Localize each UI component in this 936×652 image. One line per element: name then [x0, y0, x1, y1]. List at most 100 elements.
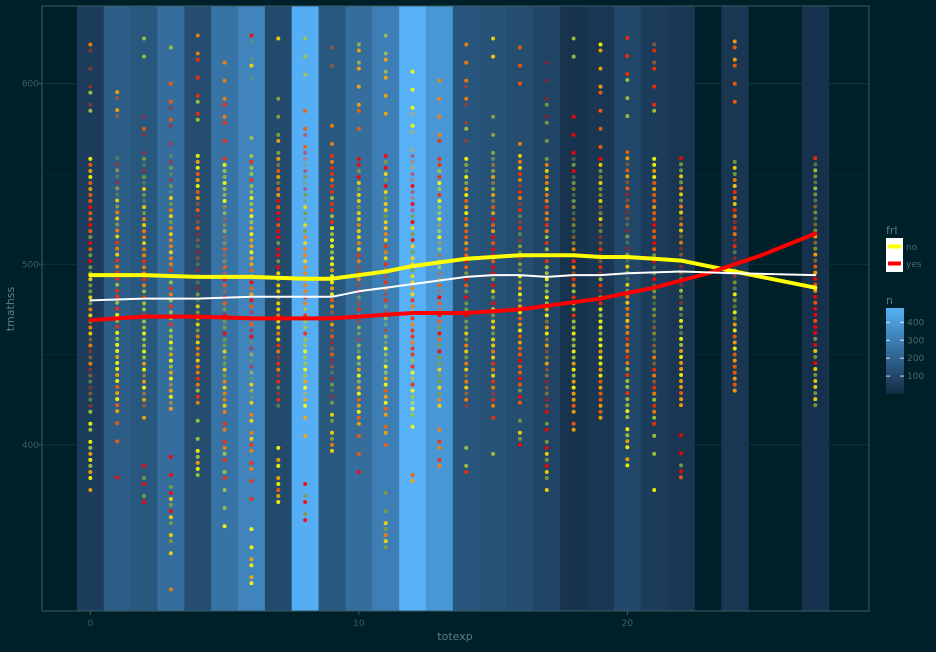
- scatter-point: [464, 265, 469, 270]
- scatter-point: [679, 192, 684, 197]
- scatter-point: [329, 436, 334, 441]
- scatter-point: [652, 48, 657, 53]
- scatter-point: [625, 330, 630, 335]
- scatter-point: [142, 337, 147, 342]
- scatter-point: [195, 196, 200, 201]
- scatter-point: [491, 451, 496, 456]
- scatter-point: [679, 397, 684, 402]
- scatter-point: [356, 174, 361, 179]
- scatter-point: [625, 174, 630, 179]
- scatter-point: [115, 397, 120, 402]
- scatter-point: [813, 391, 818, 396]
- scatter-point: [142, 325, 147, 330]
- scatter-point: [195, 340, 200, 345]
- scatter-point: [383, 424, 388, 429]
- scatter-point: [410, 358, 415, 363]
- scatter-point: [222, 289, 227, 294]
- scatter-point: [679, 385, 684, 390]
- y-axis-title: tmathss: [4, 286, 17, 331]
- scatter-point: [464, 78, 469, 83]
- scatter-point: [571, 150, 576, 155]
- scatter-point: [464, 168, 469, 173]
- scatter-point: [356, 403, 361, 408]
- scatter-point: [115, 409, 120, 414]
- scatter-point: [356, 84, 361, 89]
- scatter-point: [356, 355, 361, 360]
- scatter-point: [383, 159, 388, 164]
- scatter-point: [464, 156, 469, 161]
- scatter-point: [356, 108, 361, 113]
- scatter-point: [249, 340, 254, 345]
- scatter-point: [276, 36, 281, 41]
- scatter-point: [88, 277, 93, 282]
- scatter-point: [598, 289, 603, 294]
- scatter-point: [142, 36, 147, 41]
- scatter-point: [249, 581, 254, 586]
- scatter-point: [813, 324, 818, 329]
- scatter-point: [732, 171, 737, 176]
- scatter-point: [410, 382, 415, 387]
- scatter-point: [437, 283, 442, 288]
- scatter-point: [249, 177, 254, 182]
- scatter-point: [732, 244, 737, 249]
- scatter-point: [679, 186, 684, 191]
- scatter-point: [544, 162, 549, 167]
- scatter-point: [437, 427, 442, 432]
- scatter-point: [303, 337, 308, 342]
- scatter-point: [88, 217, 93, 222]
- scatter-point: [249, 430, 254, 435]
- scatter-point: [168, 208, 173, 213]
- scatter-point: [491, 367, 496, 372]
- scatter-point: [598, 162, 603, 167]
- scatter-point: [571, 36, 576, 41]
- scatter-point: [544, 247, 549, 252]
- scatter-point: [88, 102, 93, 107]
- scatter-point: [464, 385, 469, 390]
- scatter-point: [195, 436, 200, 441]
- scatter-point: [249, 497, 254, 502]
- scatter-point: [625, 379, 630, 384]
- scatter-point: [88, 283, 93, 288]
- scatter-point: [544, 199, 549, 204]
- scatter-point: [517, 190, 522, 195]
- scatter-point: [249, 190, 254, 195]
- scatter-point: [598, 307, 603, 312]
- scatter-point: [249, 39, 254, 44]
- scatter-point: [249, 346, 254, 351]
- y-axis-ticks: 400 500 600: [22, 80, 42, 451]
- scatter-point: [168, 497, 173, 502]
- scatter-point: [142, 349, 147, 354]
- scatter-point: [222, 421, 227, 426]
- scatter-point: [625, 72, 630, 77]
- scatter-point: [544, 235, 549, 240]
- scatter-point: [598, 367, 603, 372]
- scatter-point: [410, 183, 415, 188]
- scatter-point: [276, 271, 281, 276]
- scatter-point: [464, 307, 469, 312]
- scatter-point: [142, 223, 147, 228]
- scatter-point: [437, 217, 442, 222]
- scatter-point: [652, 488, 657, 492]
- scatter-point: [276, 331, 281, 336]
- scatter-point: [598, 283, 603, 288]
- scatter-point: [383, 69, 388, 74]
- scatter-point: [732, 202, 737, 207]
- scatter-point: [652, 42, 657, 47]
- scatter-point: [437, 156, 442, 161]
- scatter-point: [88, 427, 93, 432]
- scatter-point: [142, 168, 147, 173]
- count-tile: [184, 6, 212, 611]
- scatter-point: [383, 533, 388, 538]
- scatter-point: [383, 521, 388, 526]
- scatter-point: [168, 400, 173, 405]
- scatter-point: [625, 264, 630, 269]
- scatter-point: [679, 234, 684, 239]
- scatter-point: [383, 220, 388, 225]
- scatter-point: [168, 328, 173, 333]
- scatter-point: [437, 289, 442, 294]
- scatter-point: [437, 343, 442, 348]
- scatter-point: [410, 256, 415, 261]
- scatter-point: [142, 307, 147, 312]
- scatter-point: [571, 331, 576, 336]
- scatter-point: [652, 403, 657, 408]
